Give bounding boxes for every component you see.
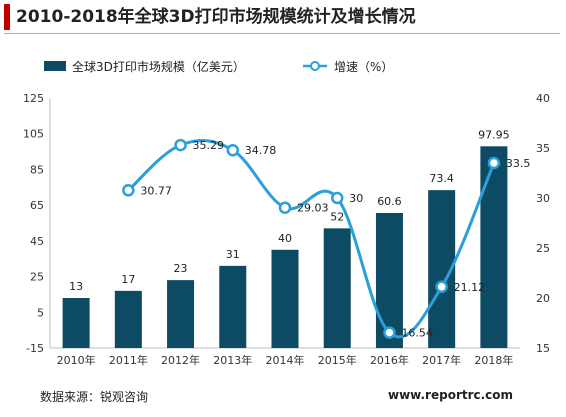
growth-value-label: 21.12 [454, 281, 486, 294]
growth-value-label: 30.77 [140, 184, 172, 197]
left-axis-tick-label: 45 [30, 235, 44, 248]
growth-point [174, 138, 187, 152]
bar-value-label: 60.6 [377, 195, 402, 208]
growth-point [278, 201, 292, 214]
bar [167, 280, 195, 348]
legend-swatch-bar [44, 61, 66, 71]
growth-point [383, 326, 396, 339]
growth-value-label: 30 [349, 192, 363, 205]
x-axis-tick-label: 2015年 [318, 353, 357, 367]
bar [219, 265, 247, 348]
legend: 全球3D打印市场规模（亿美元） 增速（%） [44, 59, 393, 74]
bar [375, 213, 403, 348]
bar [114, 290, 142, 348]
bar-value-label: 73.4 [429, 172, 454, 185]
right-axis-tick-label: 25 [536, 242, 550, 255]
legend-marker-line [310, 61, 320, 71]
bar-value-label: 17 [121, 273, 135, 286]
growth-value-label: 34.78 [245, 144, 277, 157]
left-axis-tick-label: -15 [26, 342, 44, 355]
growth-value-label: 35.29 [193, 139, 225, 152]
growth-value-label: 29.03 [297, 202, 329, 215]
bar-value-label: 23 [174, 262, 188, 275]
x-axis-tick-label: 2012年 [161, 353, 200, 367]
bar-value-label: 31 [226, 248, 240, 261]
title-accent-bar [4, 4, 10, 30]
x-axis-tick-label: 2010年 [57, 353, 96, 367]
growth-point [122, 184, 135, 197]
right-axis-tick-label: 35 [536, 142, 550, 155]
x-axis-tick-label: 2016年 [370, 353, 409, 367]
bar-series [62, 146, 508, 348]
left-axis-tick-label: 85 [30, 163, 44, 176]
growth-value-label: 33.5 [506, 157, 531, 170]
title-divider [4, 33, 560, 34]
right-axis-tick-label: 40 [536, 92, 550, 105]
left-axis-tick-label: 105 [23, 128, 44, 141]
growth-point [487, 156, 501, 170]
watermark-url: www.reportrc.com [388, 388, 514, 402]
growth-point [435, 280, 448, 294]
bar-value-label: 97.95 [478, 128, 510, 141]
growth-line-series [122, 138, 501, 339]
growth-point [226, 143, 240, 157]
legend-label-line: 增速（%） [334, 60, 393, 74]
source-note: 数据来源：锐观咨询 [40, 390, 149, 404]
left-axis-tick-label: 25 [30, 271, 44, 284]
x-axis-tick-label: 2014年 [266, 353, 305, 367]
x-axis-tick-label: 2017年 [422, 353, 461, 367]
bar-value-label: 52 [330, 210, 344, 223]
left-axis-tick-label: 125 [23, 92, 44, 105]
bar [271, 249, 299, 348]
right-axis-tick-label: 15 [536, 342, 550, 355]
left-axis-tick-label: 65 [30, 199, 44, 212]
x-axis-tick-label: 2013年 [213, 353, 252, 367]
x-axis-tick-label: 2018年 [474, 353, 513, 367]
left-axis-tick-label: 5 [37, 306, 44, 319]
right-axis-tick-label: 30 [536, 192, 550, 205]
bar-value-label: 13 [69, 280, 83, 293]
data-labels: 13 17 23 31 40 52 60.6 73.4 97.95 30.77 35.29 34.78… [69, 128, 530, 339]
growth-point [330, 191, 344, 205]
chart-title: 2010-2018年全球3D打印市场规模统计及增长情况 [16, 7, 416, 27]
bar [62, 298, 90, 348]
growth-value-label: 16.54 [401, 327, 433, 340]
bar [323, 228, 351, 348]
bar [480, 146, 508, 348]
bar-value-label: 40 [278, 232, 292, 245]
right-axis-tick-label: 20 [536, 292, 550, 305]
x-axis-tick-label: 2011年 [109, 353, 148, 367]
legend-label-bar: 全球3D打印市场规模（亿美元） [72, 59, 245, 74]
